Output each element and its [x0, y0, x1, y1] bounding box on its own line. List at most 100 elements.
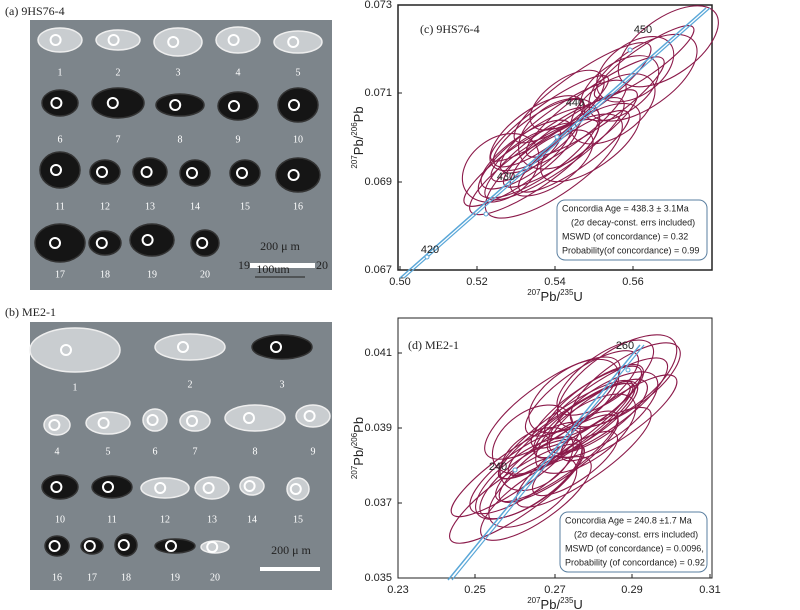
info-box	[559, 511, 708, 573]
grain-number: 14	[247, 514, 257, 525]
spot	[50, 164, 62, 176]
spot	[106, 97, 119, 109]
grain	[179, 159, 211, 187]
grain-number: 7	[193, 446, 198, 457]
grain	[88, 230, 122, 256]
spot	[186, 167, 198, 179]
y-tick-label: 0.073	[364, 0, 392, 11]
x-tick-label: 0.23	[387, 584, 408, 596]
grain	[132, 157, 168, 187]
spot	[243, 412, 255, 424]
spot	[48, 419, 61, 431]
age-label: 260	[616, 340, 634, 352]
label-part: 206	[350, 122, 359, 136]
label-part: U	[573, 597, 582, 610]
error-ellipse	[535, 393, 637, 474]
spot	[141, 234, 154, 246]
info-line: Concordia Age = 240.8 ±1.7 Ma	[565, 515, 692, 525]
overlay-label: 20	[316, 258, 328, 272]
age-label: 450	[634, 24, 652, 36]
x-axis-label: 207Pb/235U	[527, 596, 583, 610]
spot	[49, 237, 61, 249]
grain-number: 12	[160, 514, 170, 525]
grain-number: 3	[176, 67, 181, 78]
grain-number: 20	[200, 269, 210, 280]
error-ellipse	[596, 36, 675, 103]
scale-label: 200 μ m	[271, 543, 311, 557]
label-part: U	[573, 289, 582, 304]
grain-number: 18	[100, 269, 110, 280]
label-part: Pb/	[351, 446, 366, 466]
age-marker	[424, 254, 430, 260]
error-ellipse	[532, 430, 618, 497]
age-marker	[554, 134, 560, 140]
grain-number: 1	[73, 382, 78, 393]
panel-label: (d) ME2-1	[408, 338, 459, 352]
grain	[44, 535, 70, 557]
grain-number: 18	[121, 572, 131, 583]
spot	[49, 34, 62, 46]
info-line: (2σ decay-const. errs included)	[571, 217, 695, 227]
spot	[202, 482, 215, 494]
overlay-label: 100um	[256, 262, 290, 276]
grain-number: 13	[145, 201, 155, 212]
spot	[177, 341, 189, 353]
spot	[288, 99, 300, 111]
grain-number: 2	[188, 379, 193, 390]
grain-number: 4	[236, 67, 241, 78]
error-ellipse	[532, 357, 669, 459]
grain	[89, 159, 121, 185]
grain-number: 17	[87, 572, 97, 583]
grain	[142, 408, 168, 432]
grain	[43, 414, 71, 436]
error-ellipse	[529, 69, 605, 131]
spot	[196, 237, 209, 249]
info-line: Probability(of concordance) = 0.99	[562, 245, 699, 255]
grain	[29, 327, 121, 373]
spot	[243, 480, 256, 492]
spot	[117, 539, 130, 551]
grain	[114, 533, 138, 557]
concordia-curve	[451, 344, 645, 581]
error-ellipse	[560, 374, 678, 462]
concordia-curve	[403, 7, 711, 279]
x-tick-label: 0.52	[466, 276, 487, 288]
error-ellipse	[490, 127, 562, 183]
panel-label: (c) 9HS76-4	[420, 22, 480, 36]
age-label: 420	[421, 244, 439, 256]
label-part: Pb	[351, 417, 366, 433]
x-tick-label: 0.56	[622, 276, 643, 288]
spot	[146, 414, 159, 426]
info-line: MSWD (of concordance) = 0.32	[562, 231, 688, 241]
x-tick-label: 0.29	[621, 584, 642, 596]
spot	[228, 100, 240, 112]
error-ellipse	[495, 410, 619, 503]
overlay-label: 19	[238, 258, 250, 272]
spot	[83, 540, 96, 552]
age-marker	[627, 47, 633, 53]
x-tick-label: 0.50	[389, 276, 410, 288]
spot	[50, 97, 63, 109]
spot	[289, 483, 302, 495]
error-ellipse	[488, 456, 578, 528]
grain-number: 2	[116, 67, 121, 78]
spot	[287, 36, 300, 48]
grain-number: 9	[236, 134, 241, 145]
scale-bar	[260, 567, 320, 571]
error-ellipse	[461, 133, 540, 203]
grain-number: 19	[147, 269, 157, 280]
concordia-curve	[399, 7, 707, 279]
panel-label: (b) ME2-1	[5, 305, 56, 319]
spot	[206, 541, 219, 553]
y-tick-label: 0.067	[364, 264, 392, 276]
x-tick-label: 0.54	[544, 276, 565, 288]
grain-number: 10	[293, 134, 303, 145]
spot	[96, 166, 108, 178]
info-line: (2σ decay-const. errs included)	[574, 529, 698, 539]
spot	[186, 415, 198, 427]
label-part: 206	[350, 432, 359, 446]
info-line: MSWD (of concordance) = 0.0096,	[565, 543, 704, 553]
